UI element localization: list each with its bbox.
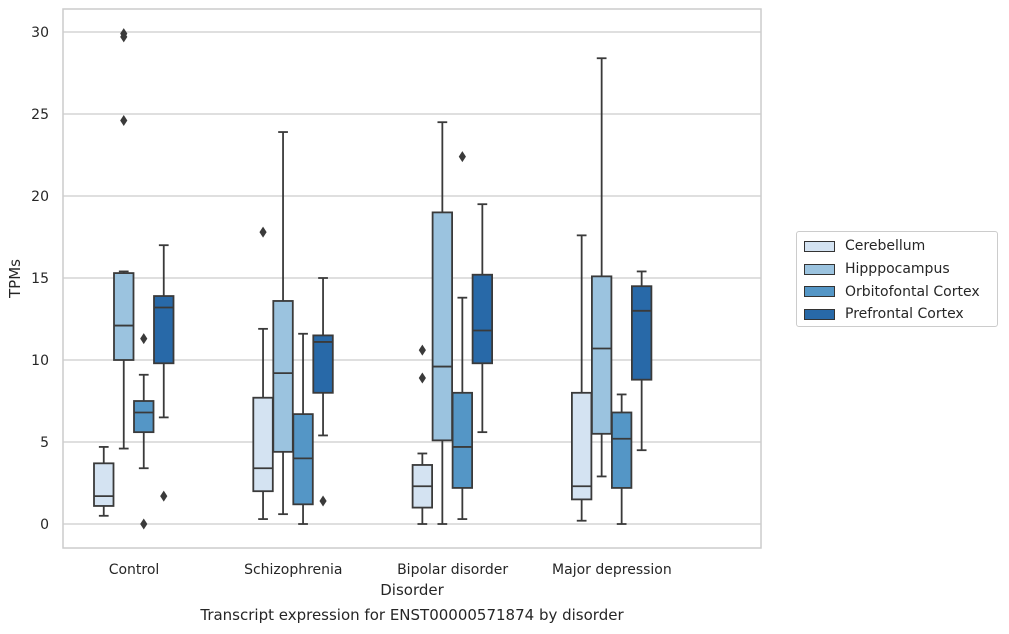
plot-area xyxy=(62,8,762,549)
box xyxy=(272,300,294,453)
box xyxy=(431,211,454,442)
box-group xyxy=(93,446,115,517)
box xyxy=(133,400,155,434)
x-tick-label: Schizophrenia xyxy=(244,562,342,578)
outlier-point xyxy=(120,115,128,127)
outlier-point xyxy=(160,490,168,502)
x-axis-label: Disorder xyxy=(380,581,444,599)
outlier-point xyxy=(458,151,466,163)
outlier-point xyxy=(140,333,148,345)
y-tick-label: 30 xyxy=(31,25,49,41)
box-group xyxy=(631,270,653,452)
y-tick-label: 5 xyxy=(40,435,49,451)
legend-swatch xyxy=(804,308,835,320)
legend-label: Orbitofontal Cortex xyxy=(845,283,980,300)
x-tick-labels: Control Schizophrenia Bipolar disorder Majo… xyxy=(109,562,672,578)
legend-swatch xyxy=(804,240,835,252)
box-group xyxy=(571,234,593,522)
y-tick-label: 20 xyxy=(31,189,49,205)
box xyxy=(312,334,334,394)
box-marks xyxy=(93,28,653,530)
box-group xyxy=(252,226,274,520)
box xyxy=(571,391,593,501)
x-tick-label: Control xyxy=(109,562,160,578)
x-tick-label: Bipolar disorder xyxy=(397,562,508,578)
box xyxy=(252,396,274,493)
outlier-point xyxy=(140,518,148,530)
box-group xyxy=(431,121,454,525)
outlier-point xyxy=(418,372,426,384)
y-tick-labels: 0 5 10 15 20 25 30 xyxy=(31,25,49,533)
legend-label: Hipppocampus xyxy=(845,261,950,278)
box xyxy=(471,273,494,365)
legend-item-hippocampus: Hipppocampus xyxy=(804,258,997,281)
legend-label: Cerebellum xyxy=(845,238,926,255)
box xyxy=(113,272,135,361)
legend-item-orbitofrontal: Orbitofontal Cortex xyxy=(804,280,997,303)
box-group xyxy=(411,344,434,525)
box xyxy=(591,275,613,435)
box-group xyxy=(611,393,633,525)
box xyxy=(153,295,175,365)
legend-swatch xyxy=(804,263,835,275)
outlier-point xyxy=(319,495,327,507)
legend-item-cerebellum: Cerebellum xyxy=(804,235,997,258)
y-axis-label: TPMs xyxy=(6,259,24,299)
box xyxy=(93,462,115,507)
outlier-point xyxy=(120,31,128,43)
outlier-point xyxy=(418,344,426,356)
box-group xyxy=(113,28,135,450)
box xyxy=(631,285,653,381)
y-tick-label: 10 xyxy=(31,353,49,369)
x-tick-label: Major depression xyxy=(552,562,672,578)
y-tick-label: 25 xyxy=(31,107,49,123)
gridlines xyxy=(63,31,761,525)
box-group xyxy=(591,57,613,478)
y-tick-label: 15 xyxy=(31,271,49,287)
legend-label: Prefrontal Cortex xyxy=(845,306,964,323)
legend-swatch xyxy=(804,286,835,298)
legend: Cerebellum Hipppocampus Orbitofontal Cor… xyxy=(796,231,998,327)
legend-item-prefrontal: Prefrontal Cortex xyxy=(804,303,997,326)
box-group xyxy=(272,131,294,516)
box xyxy=(451,391,474,489)
box-group xyxy=(153,244,175,502)
box-group xyxy=(312,277,334,507)
outlier-point xyxy=(259,226,267,238)
figure-caption: Transcript expression for ENST0000057187… xyxy=(200,606,624,624)
box-group xyxy=(471,203,494,434)
y-tick-label: 0 xyxy=(40,517,49,533)
box-group xyxy=(451,151,474,520)
box-group xyxy=(292,332,314,525)
box xyxy=(611,411,633,489)
box-group xyxy=(133,333,155,530)
